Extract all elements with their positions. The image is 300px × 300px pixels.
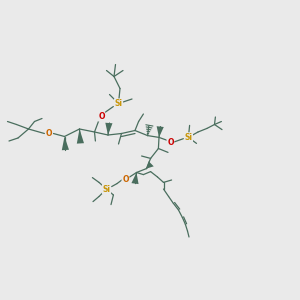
Text: O: O — [98, 112, 105, 121]
Polygon shape — [146, 161, 154, 169]
Text: O: O — [46, 129, 52, 138]
Polygon shape — [77, 129, 84, 144]
Text: O: O — [122, 175, 129, 184]
Polygon shape — [105, 123, 112, 135]
Text: O: O — [167, 138, 174, 147]
Text: Si: Si — [184, 133, 192, 142]
Text: Si: Si — [115, 99, 122, 108]
Text: Si: Si — [103, 184, 110, 194]
Polygon shape — [62, 136, 69, 150]
Polygon shape — [157, 126, 164, 137]
Polygon shape — [131, 172, 139, 184]
